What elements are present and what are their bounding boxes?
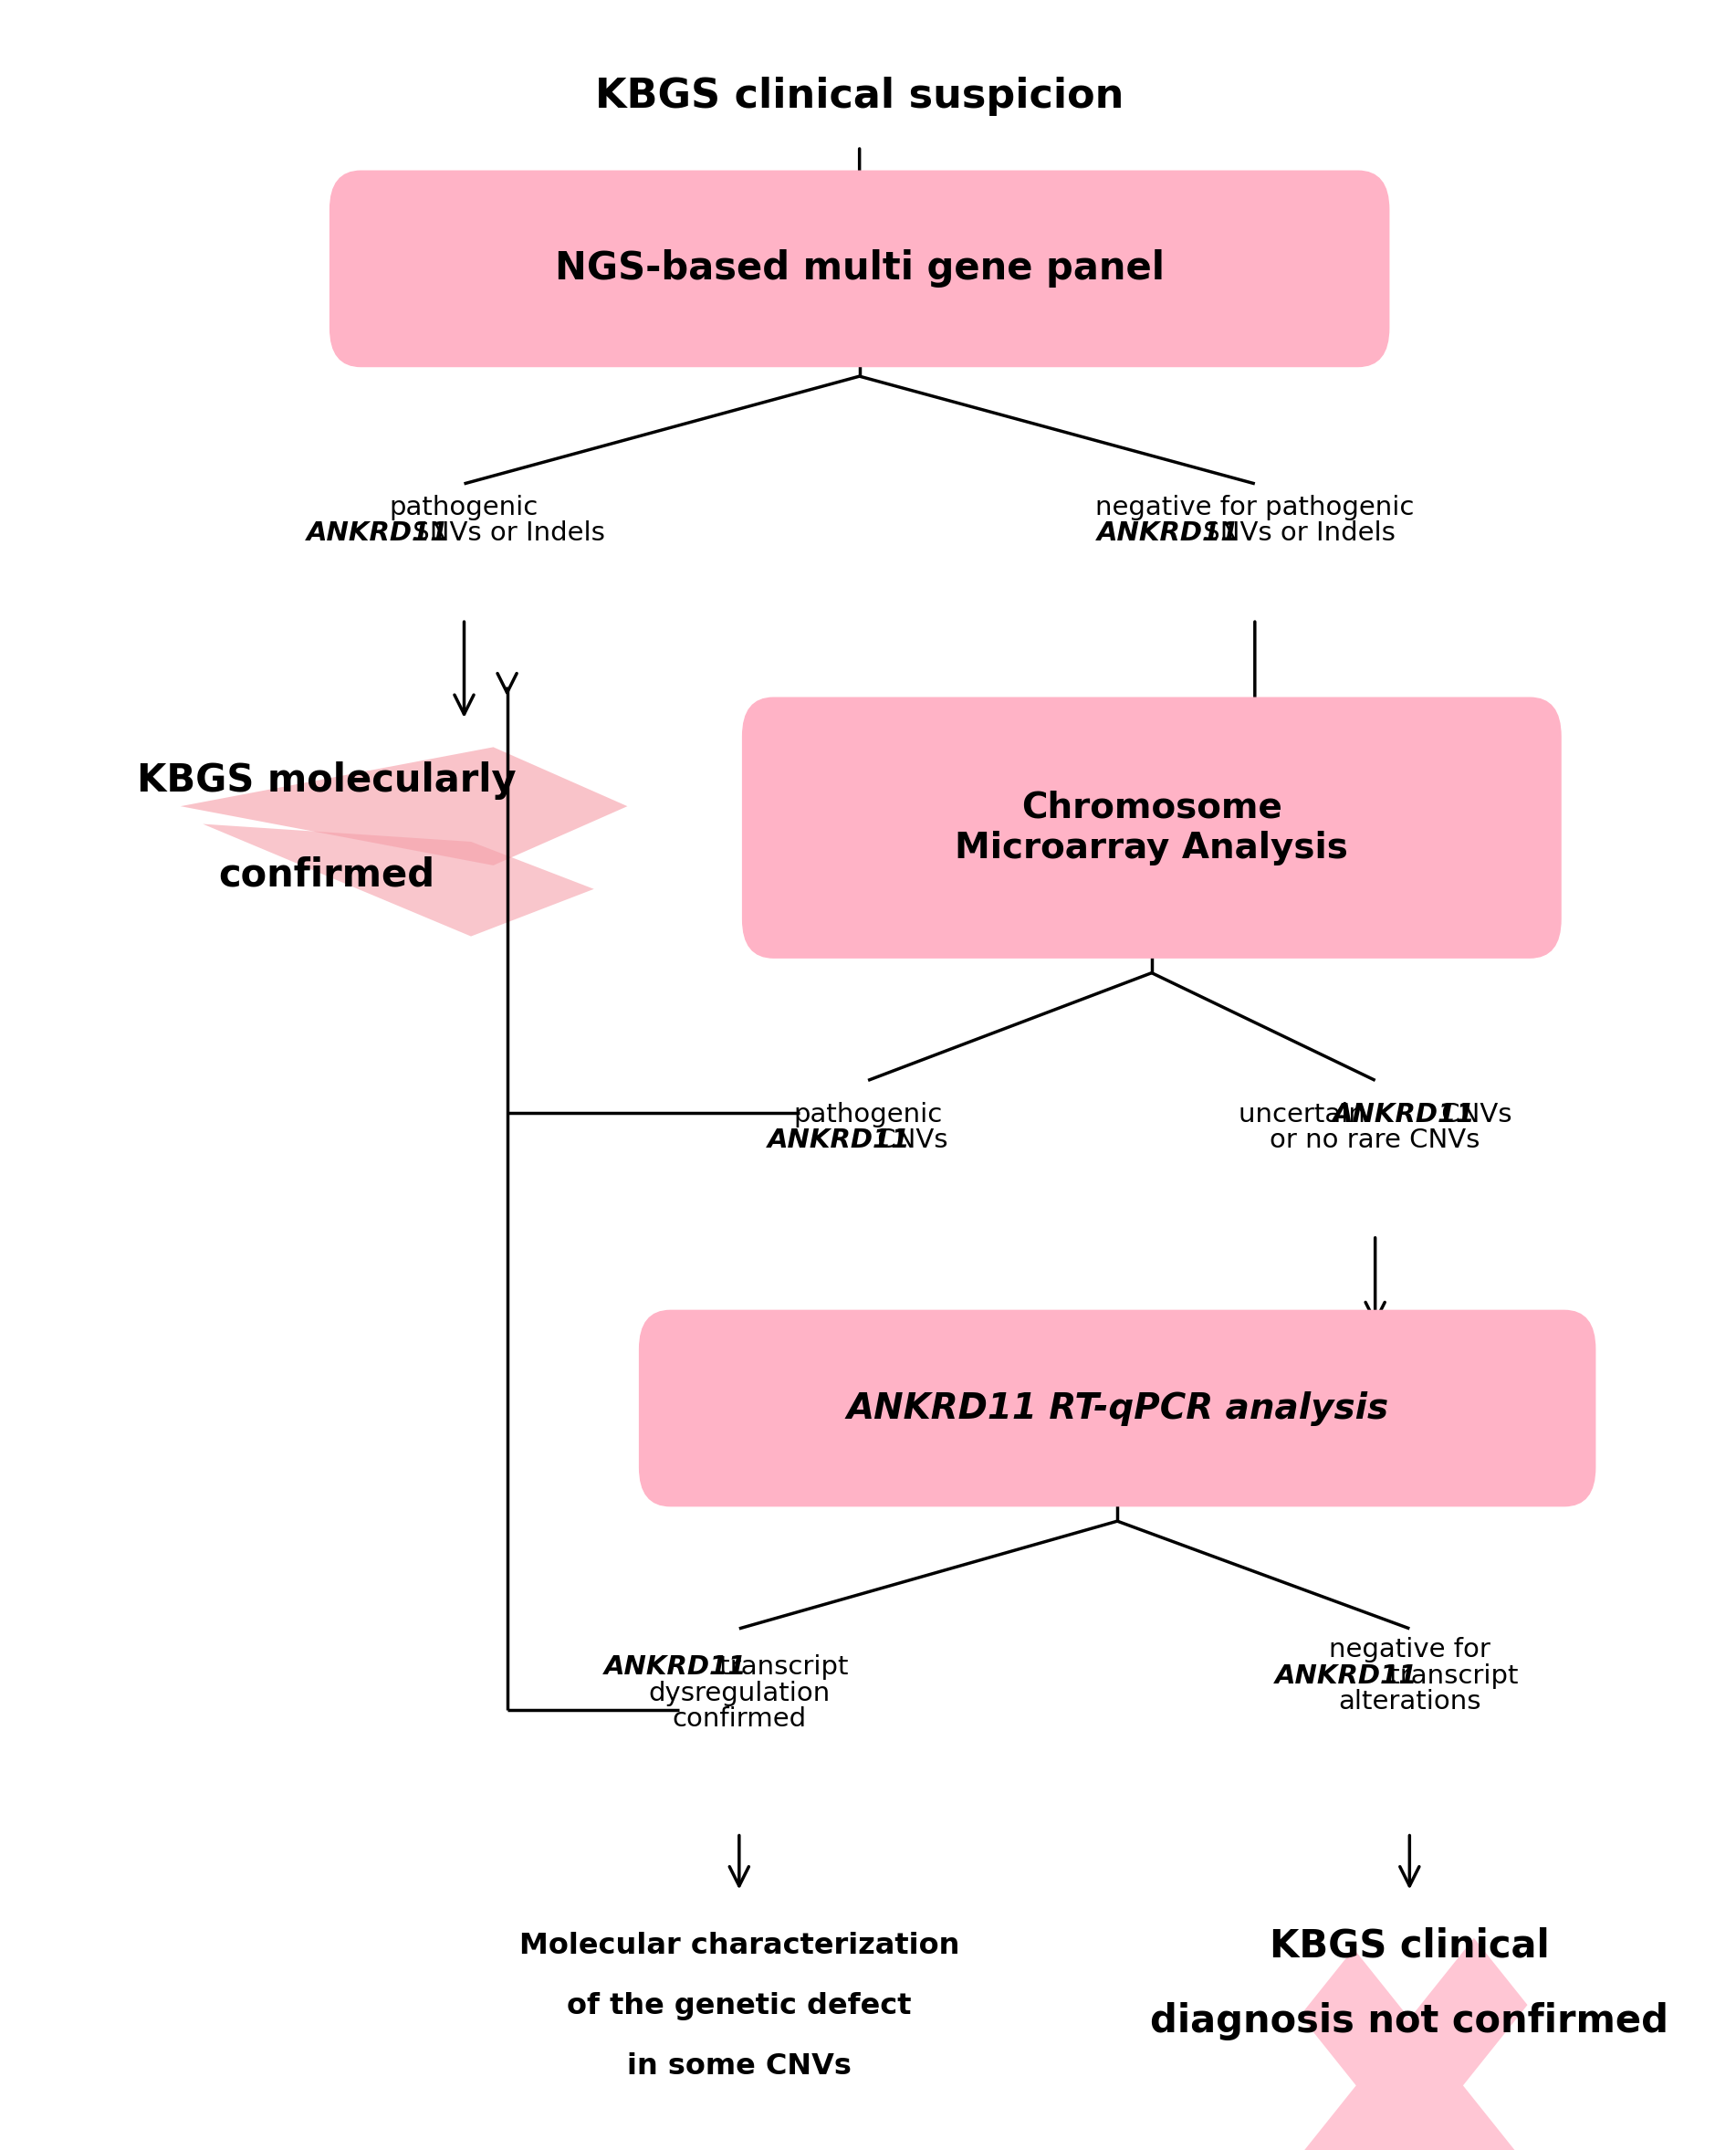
Text: negative for pathogenic: negative for pathogenic bbox=[1095, 494, 1415, 520]
Text: ANKRD11 RT-qPCR analysis: ANKRD11 RT-qPCR analysis bbox=[845, 1391, 1389, 1425]
FancyBboxPatch shape bbox=[330, 172, 1389, 368]
Text: negative for: negative for bbox=[1328, 1638, 1489, 1662]
Text: alterations: alterations bbox=[1338, 1690, 1481, 1714]
Polygon shape bbox=[203, 823, 594, 937]
Text: ANKRD11: ANKRD11 bbox=[1333, 1103, 1476, 1127]
Text: ANKRD11 transcript: ANKRD11 transcript bbox=[606, 1656, 871, 1679]
Text: Molecular characterization: Molecular characterization bbox=[519, 1931, 960, 1961]
Text: KBGS clinical suspicion: KBGS clinical suspicion bbox=[595, 77, 1123, 116]
Text: in some CNVs: in some CNVs bbox=[627, 2051, 851, 2081]
Text: dysregulation: dysregulation bbox=[648, 1681, 830, 1705]
Text: uncertain ANKRD11 CNVs: uncertain ANKRD11 CNVs bbox=[1203, 1103, 1547, 1127]
Text: transcript: transcript bbox=[1382, 1664, 1519, 1688]
Text: diagnosis not confirmed: diagnosis not confirmed bbox=[1151, 2002, 1668, 2040]
Text: ANKRD11 transcript: ANKRD11 transcript bbox=[1276, 1664, 1543, 1688]
Text: KBGS molecularly: KBGS molecularly bbox=[137, 761, 516, 800]
Text: of the genetic defect: of the genetic defect bbox=[568, 1991, 911, 2021]
Text: Chromosome
Microarray Analysis: Chromosome Microarray Analysis bbox=[955, 791, 1349, 864]
Text: pathogenic: pathogenic bbox=[793, 1103, 943, 1127]
Text: confirmed: confirmed bbox=[219, 856, 434, 894]
Text: ANKRD11: ANKRD11 bbox=[767, 1129, 911, 1152]
Text: transcript: transcript bbox=[710, 1656, 847, 1679]
Text: NGS-based multi gene panel: NGS-based multi gene panel bbox=[554, 249, 1165, 288]
Text: CNVs: CNVs bbox=[868, 1129, 948, 1152]
FancyBboxPatch shape bbox=[743, 699, 1561, 959]
Text: SNVs or Indels: SNVs or Indels bbox=[404, 520, 604, 546]
Polygon shape bbox=[181, 748, 627, 866]
Text: ANKRD11 SNVs or Indels: ANKRD11 SNVs or Indels bbox=[300, 520, 628, 546]
Text: ANKRD11 SNVs or Indels: ANKRD11 SNVs or Indels bbox=[1090, 520, 1420, 546]
Text: ANKRD11: ANKRD11 bbox=[604, 1656, 748, 1679]
Text: CNVs: CNVs bbox=[1434, 1103, 1512, 1127]
Text: ANKRD11: ANKRD11 bbox=[307, 520, 450, 546]
Polygon shape bbox=[1292, 1937, 1528, 2150]
Text: pathogenic: pathogenic bbox=[389, 494, 538, 520]
Text: KBGS clinical: KBGS clinical bbox=[1269, 1926, 1550, 1965]
Text: uncertain: uncertain bbox=[1240, 1103, 1373, 1127]
Text: SNVs or Indels: SNVs or Indels bbox=[1194, 520, 1396, 546]
FancyBboxPatch shape bbox=[639, 1312, 1595, 1507]
Text: confirmed: confirmed bbox=[672, 1707, 806, 1731]
Text: or no rare CNVs: or no rare CNVs bbox=[1271, 1129, 1481, 1152]
Text: ANKRD11 CNVs: ANKRD11 CNVs bbox=[764, 1129, 972, 1152]
Text: ANKRD11: ANKRD11 bbox=[1097, 520, 1240, 546]
Text: ANKRD11: ANKRD11 bbox=[1274, 1664, 1418, 1688]
